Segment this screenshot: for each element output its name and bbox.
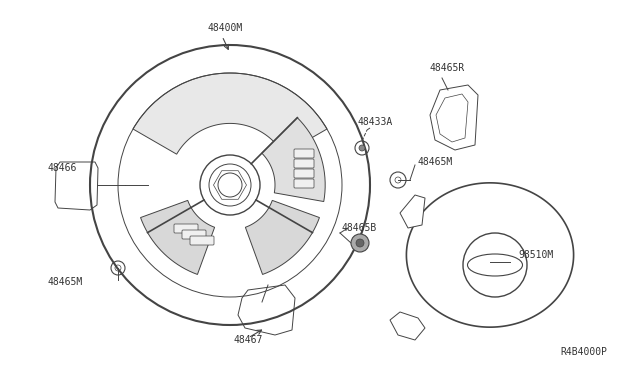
Polygon shape bbox=[141, 201, 214, 275]
Polygon shape bbox=[245, 201, 319, 275]
FancyBboxPatch shape bbox=[294, 159, 314, 168]
Text: 48467: 48467 bbox=[234, 335, 262, 345]
Polygon shape bbox=[390, 312, 425, 340]
FancyBboxPatch shape bbox=[294, 179, 314, 188]
Text: 48465R: 48465R bbox=[430, 63, 465, 73]
Polygon shape bbox=[133, 73, 327, 154]
Polygon shape bbox=[400, 195, 425, 228]
Text: R4B4000P: R4B4000P bbox=[560, 347, 607, 357]
Circle shape bbox=[359, 145, 365, 151]
Text: 48465B: 48465B bbox=[342, 223, 377, 233]
Text: 48465M: 48465M bbox=[48, 277, 83, 287]
FancyBboxPatch shape bbox=[294, 149, 314, 158]
Text: 48400M: 48400M bbox=[207, 23, 243, 33]
Text: 48465M: 48465M bbox=[418, 157, 453, 167]
FancyBboxPatch shape bbox=[190, 236, 214, 245]
Text: 48433A: 48433A bbox=[358, 117, 393, 127]
Polygon shape bbox=[262, 118, 325, 202]
Circle shape bbox=[351, 234, 369, 252]
FancyBboxPatch shape bbox=[294, 169, 314, 178]
Circle shape bbox=[356, 239, 364, 247]
FancyBboxPatch shape bbox=[174, 224, 198, 233]
FancyBboxPatch shape bbox=[182, 230, 206, 239]
Text: 48466: 48466 bbox=[48, 163, 77, 173]
Text: 98510M: 98510M bbox=[518, 250, 553, 260]
